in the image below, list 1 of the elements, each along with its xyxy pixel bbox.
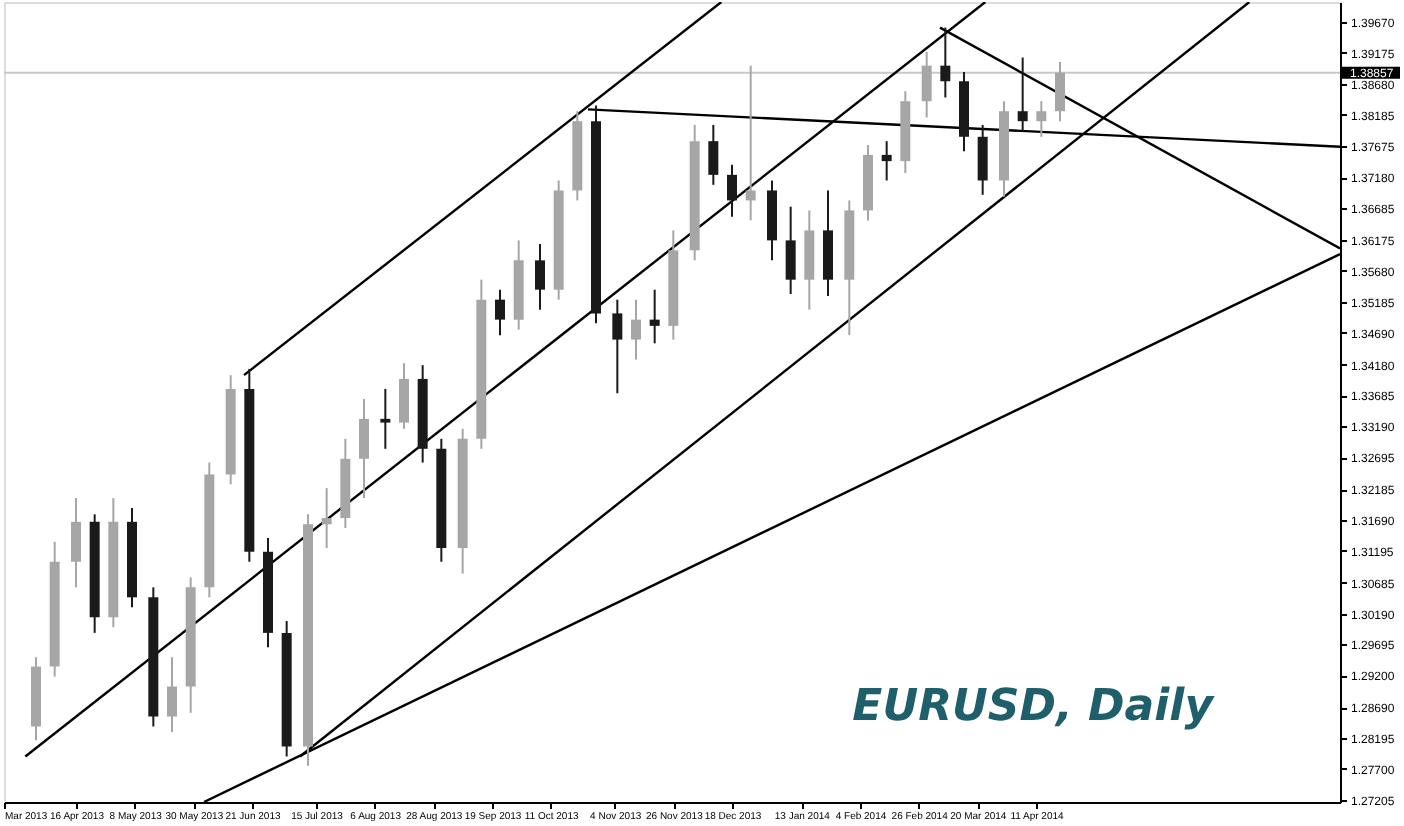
annotation: EURUSD, Daily xyxy=(852,682,1217,732)
